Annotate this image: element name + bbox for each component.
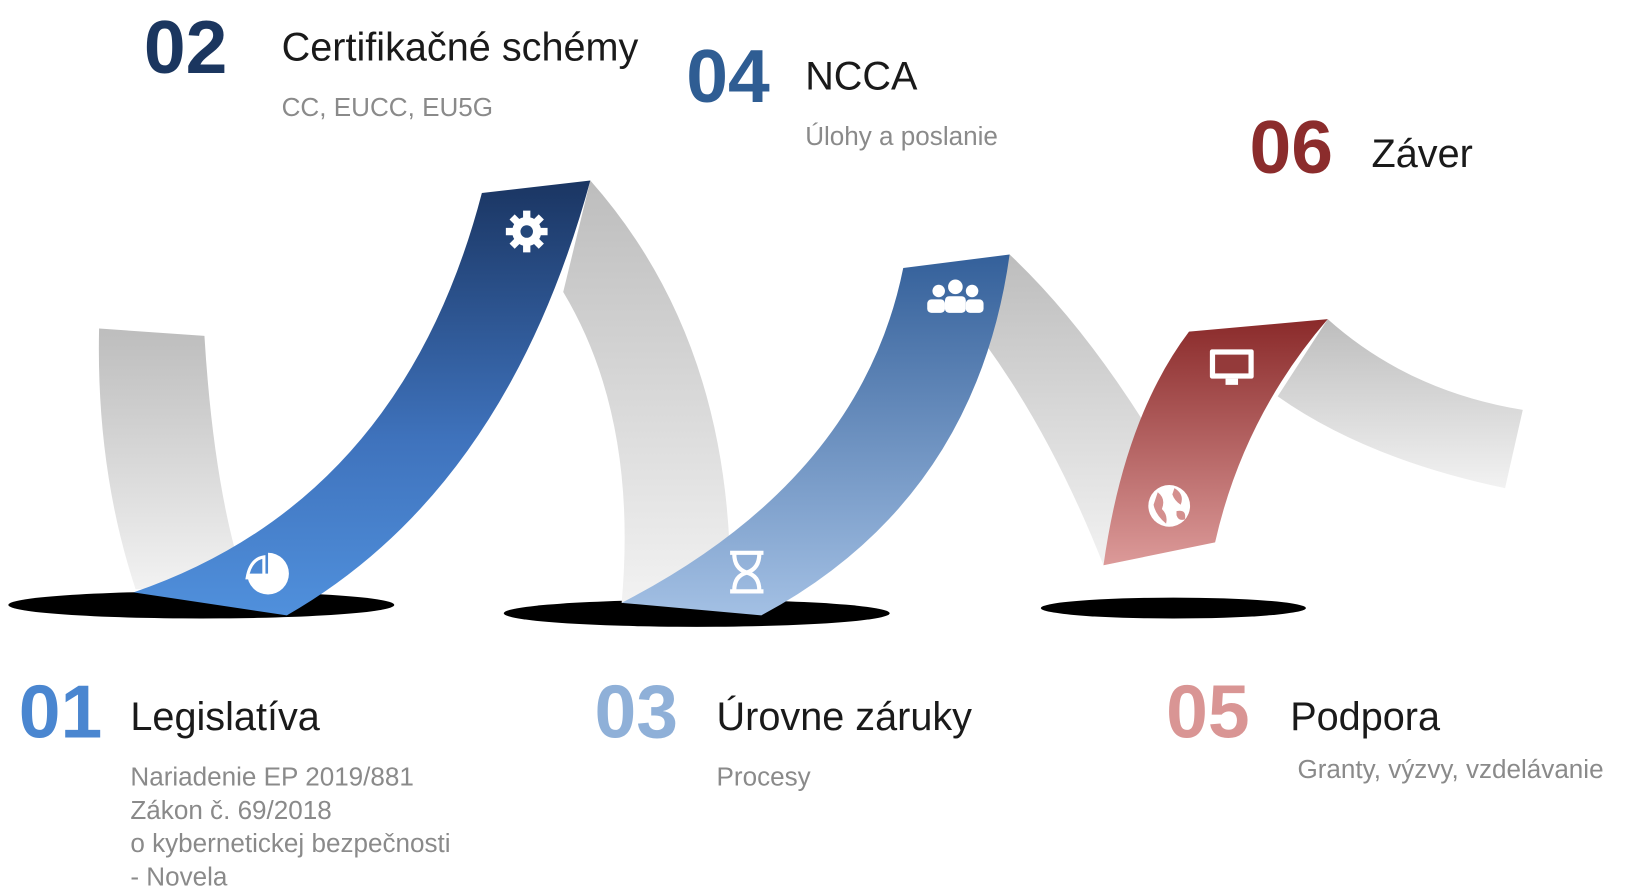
step-detail: Procesy	[717, 761, 811, 791]
step-detail: Úlohy a poslanie	[805, 121, 998, 151]
labels: 01 Legislatíva Nariadenie EP 2019/881 Zákon…	[19, 5, 1604, 889]
step-title: NCCA	[805, 55, 918, 99]
icon-globe	[1148, 485, 1190, 527]
shadow	[1041, 598, 1306, 619]
ribbon-gray	[99, 329, 245, 590]
ribbon-gray	[1278, 319, 1523, 488]
step-detail: CC, EUCC, EU5G	[282, 92, 493, 122]
step-detail: Granty, výzvy, vzdelávanie	[1297, 754, 1603, 784]
step-detail: Zákon č. 69/2018	[130, 795, 331, 825]
step-detail: o kybernetickej bezpečnosti	[130, 828, 450, 858]
step-title: Podpora	[1290, 695, 1441, 739]
step-title: Záver	[1372, 132, 1473, 176]
step-number: 05	[1166, 669, 1250, 753]
step-number: 02	[144, 5, 228, 89]
step-number: 03	[595, 669, 679, 753]
ribbon-gray	[563, 180, 730, 602]
step-number: 06	[1250, 105, 1334, 189]
step-title: Certifikačné schémy	[282, 25, 639, 69]
step-title: Úrovne záruky	[717, 695, 973, 739]
ribbon-art: 01 Legislatíva Nariadenie EP 2019/881 Zákon…	[8, 5, 1603, 889]
step-title: Legislatíva	[130, 695, 320, 739]
step-detail: Nariadenie EP 2019/881	[130, 761, 414, 791]
infographic: 01 Legislatíva Nariadenie EP 2019/881 Zákon…	[0, 0, 1636, 889]
step-number: 04	[686, 34, 770, 118]
step-detail: - Novela	[130, 862, 228, 889]
step-number: 01	[19, 669, 103, 753]
